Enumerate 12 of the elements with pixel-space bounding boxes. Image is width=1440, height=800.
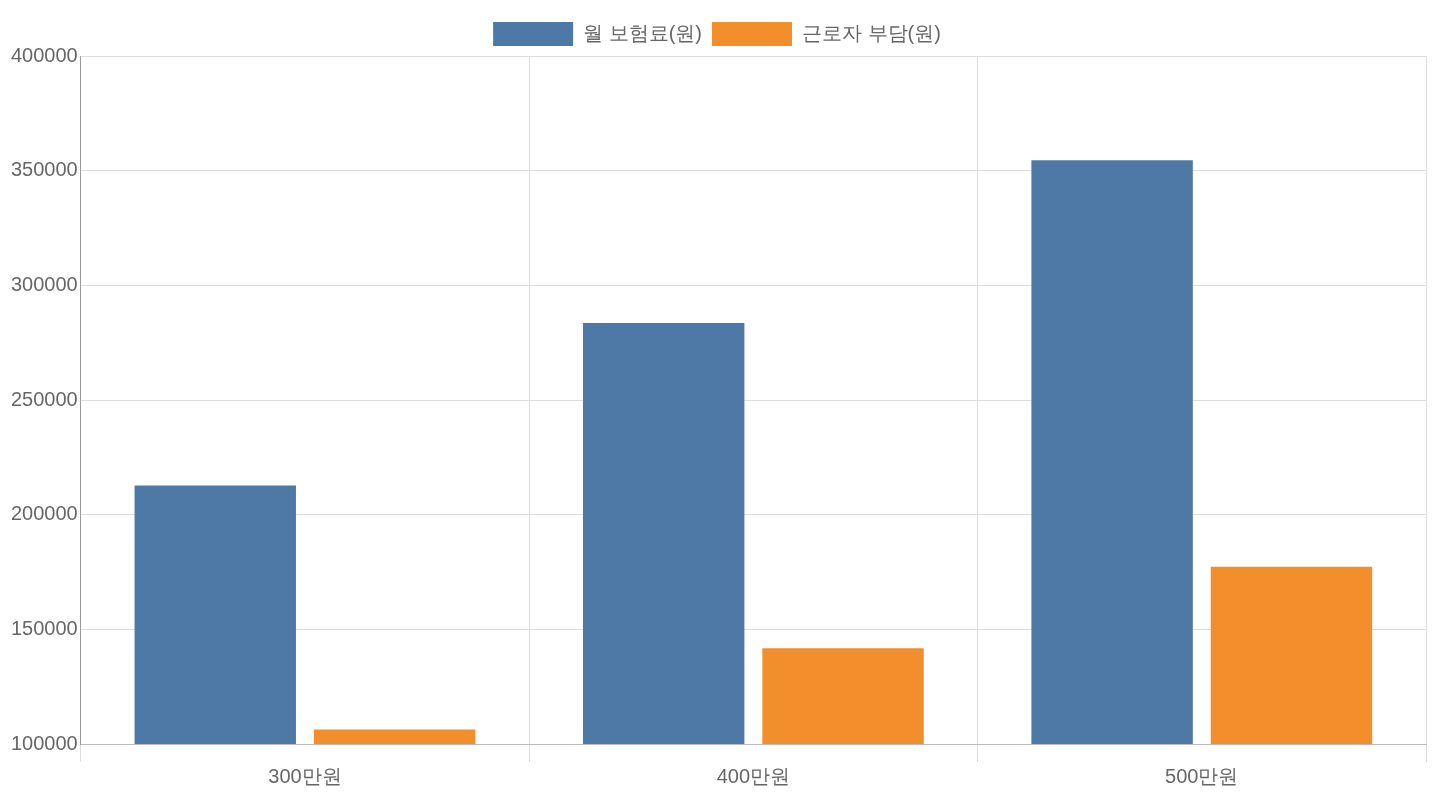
y-tick-label: 200000 xyxy=(10,502,78,525)
legend-label: 월 보험료(원) xyxy=(583,21,703,44)
x-tick-label: 300만원 xyxy=(268,764,342,787)
y-tick-label: 400000 xyxy=(10,43,78,66)
x-tick-label: 500만원 xyxy=(1165,764,1239,787)
y-tick-label: 350000 xyxy=(10,158,78,181)
y-tick-label: 300000 xyxy=(10,272,78,295)
legend-label: 근로자 부담(원) xyxy=(802,21,941,44)
y-tick-label: 250000 xyxy=(10,387,78,410)
x-tick-label: 400만원 xyxy=(716,764,791,787)
y-tick-label: 150000 xyxy=(10,616,78,639)
y-tick-label: 100000 xyxy=(10,731,78,754)
